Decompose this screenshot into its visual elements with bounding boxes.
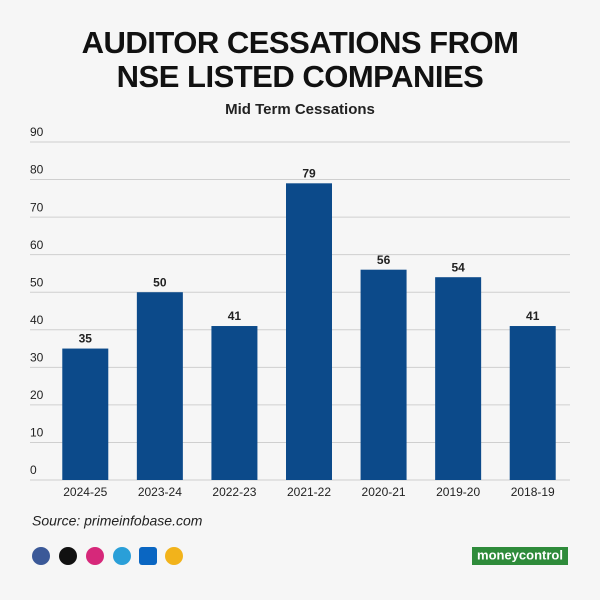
- icon: [165, 547, 183, 565]
- x-tick-label: 2018-19: [511, 485, 555, 499]
- value-label: 41: [526, 309, 540, 323]
- y-tick-label: 50: [30, 275, 44, 289]
- icon: [32, 547, 50, 565]
- x-tick-label: 2021-22: [287, 485, 331, 499]
- value-label: 41: [228, 309, 242, 323]
- brand-logo: [472, 547, 568, 565]
- bar: [286, 183, 332, 481]
- source: Source: primeinfobase.com: [32, 513, 203, 529]
- chart-subtitle: Mid Term Cessations: [225, 101, 375, 118]
- bar: [509, 326, 556, 480]
- icon: [86, 547, 104, 565]
- x-tick-label: 2019-20: [436, 485, 480, 499]
- y-tick-label: 70: [30, 200, 44, 214]
- y-tick-label: 40: [30, 313, 44, 327]
- y-tick-label: 10: [30, 426, 44, 440]
- y-tick-label: 0: [30, 463, 37, 477]
- bar: [136, 292, 183, 480]
- x-tick-label: 2022-23: [212, 485, 256, 499]
- value-label: 56: [377, 253, 391, 267]
- bar: [211, 326, 258, 480]
- bar: [360, 269, 407, 480]
- icon: [113, 547, 131, 565]
- y-tick-label: 30: [30, 351, 44, 365]
- value-label: 54: [451, 260, 465, 274]
- bar: [62, 348, 109, 480]
- y-tick-label: 60: [30, 238, 44, 252]
- brand-text: moneycontrol: [477, 547, 563, 562]
- icon: [59, 547, 77, 565]
- social-icons: [32, 547, 183, 565]
- y-tick-label: 90: [30, 125, 44, 139]
- x-tick-label: 2020-21: [362, 485, 406, 499]
- y-tick-label: 20: [30, 388, 44, 402]
- y-tick-label: 80: [30, 163, 44, 177]
- x-tick-label: 2023-24: [138, 485, 182, 499]
- x-tick-label: 2024-25: [63, 485, 107, 499]
- value-label: 35: [79, 332, 93, 346]
- bar: [435, 277, 482, 480]
- value-label: 79: [302, 166, 316, 180]
- chart-title: AUDITOR CESSATIONS FROM NSE LISTED COMPA…: [81, 25, 519, 94]
- icon: [139, 547, 157, 565]
- value-label: 50: [153, 275, 167, 289]
